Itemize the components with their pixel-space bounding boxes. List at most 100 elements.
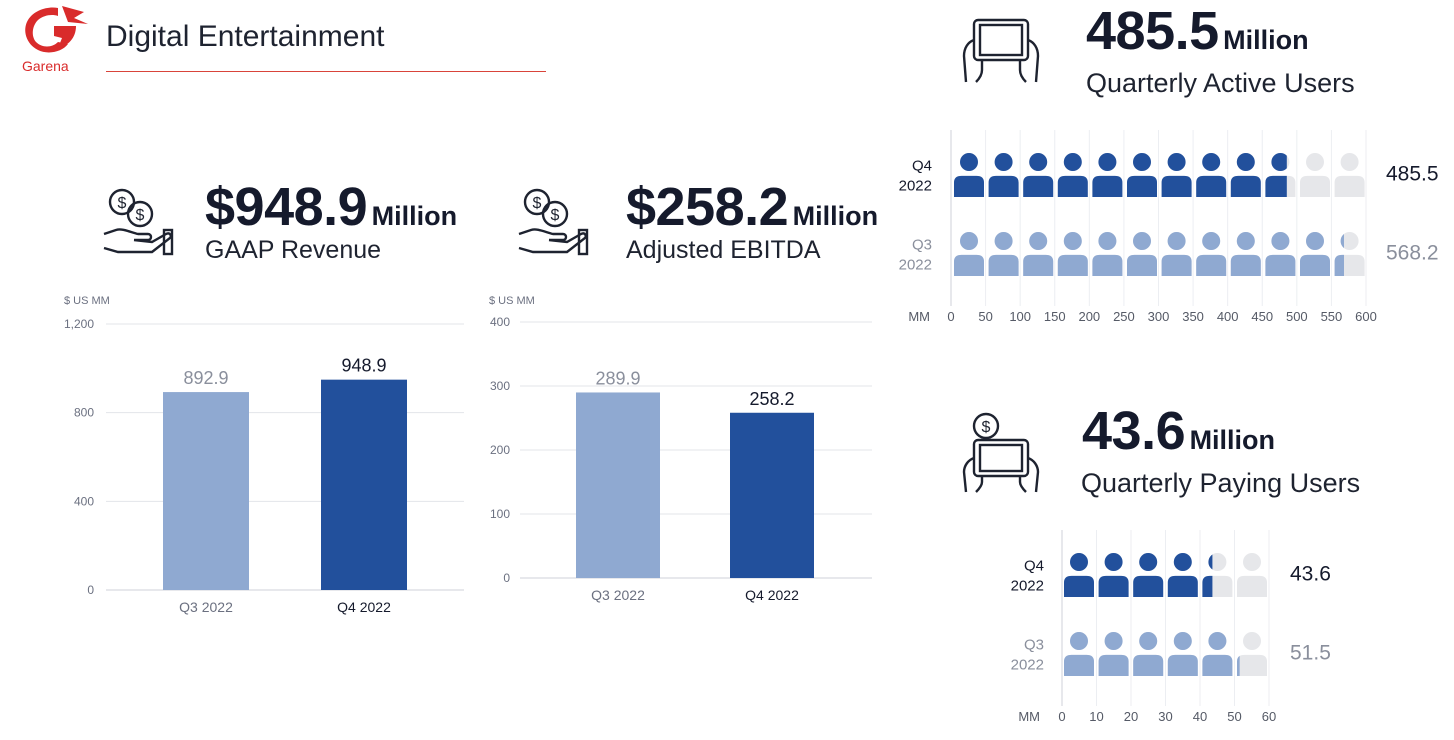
person-icon-filled bbox=[1230, 232, 1261, 276]
bar bbox=[576, 392, 660, 578]
x-tick-label: 50 bbox=[1227, 709, 1241, 724]
x-category-label: Q4 2022 bbox=[745, 587, 799, 603]
row-label-quarter: Q3 bbox=[1024, 637, 1044, 654]
qau-kpi: 485.5 Million bbox=[1086, 0, 1309, 62]
person-icon-filled bbox=[1161, 152, 1192, 197]
bar-value-label: 892.9 bbox=[183, 368, 228, 388]
qpu-kpi: 43.6 Million bbox=[1082, 400, 1275, 462]
x-tick-label: 100 bbox=[1009, 309, 1031, 324]
x-tick-label: 60 bbox=[1262, 709, 1276, 724]
x-tick-label: 200 bbox=[1078, 309, 1100, 324]
person-icon-filled bbox=[988, 153, 1019, 197]
person-icon bbox=[1300, 153, 1330, 197]
revenue-unit: Million bbox=[371, 201, 458, 231]
y-tick-label: 400 bbox=[74, 494, 94, 508]
x-tick-label: 30 bbox=[1158, 709, 1172, 724]
revenue-value: $948.9 bbox=[205, 177, 368, 237]
x-category-label: Q3 2022 bbox=[179, 599, 233, 615]
hand-coins-icon: $ $ bbox=[518, 188, 589, 256]
pictograph-svg: 0 10 20 30 40 50 60 MM Q4 2022 43.6 Q3 2022 51.5 bbox=[1011, 530, 1331, 724]
bar-value-label: 289.9 bbox=[595, 368, 640, 388]
x-tick-label: 350 bbox=[1182, 309, 1204, 324]
row-label-quarter: Q4 bbox=[1024, 558, 1044, 575]
y-tick-label: 100 bbox=[490, 507, 510, 521]
svg-text:$: $ bbox=[982, 419, 991, 436]
ebitda-icon-wrap: $ $ bbox=[515, 186, 591, 265]
person-icon-filled bbox=[1057, 153, 1088, 197]
person-icon-filled bbox=[1300, 232, 1330, 276]
person-icon-filled bbox=[1167, 632, 1198, 676]
person-icon-filled bbox=[1098, 553, 1129, 597]
x-category-label: Q4 2022 bbox=[337, 599, 391, 615]
revenue-label: GAAP Revenue bbox=[205, 236, 382, 264]
tablet-dollar-icon: $ bbox=[962, 412, 1040, 493]
person-icon-filled bbox=[1133, 632, 1164, 676]
row-value-label: 51.5 bbox=[1290, 641, 1331, 664]
row-value-label: 568.2 bbox=[1386, 241, 1439, 264]
qau-unit: Million bbox=[1223, 25, 1309, 55]
person-icon-filled bbox=[1196, 232, 1227, 276]
row-label-year: 2022 bbox=[899, 178, 932, 195]
person-icon-filled bbox=[1098, 632, 1129, 676]
person-icon-filled bbox=[954, 232, 984, 276]
person-icon-filled bbox=[954, 153, 984, 197]
row-label-year: 2022 bbox=[1011, 657, 1044, 674]
title-underline bbox=[106, 71, 546, 72]
row-label-quarter: Q4 bbox=[912, 158, 932, 175]
person-icon bbox=[1237, 553, 1267, 597]
person-icon-filled bbox=[1127, 153, 1157, 197]
qau-label: Quarterly Active Users bbox=[1086, 68, 1355, 98]
person-icon-filled bbox=[1057, 232, 1088, 276]
ebitda-label: Adjusted EBITDA bbox=[626, 236, 821, 264]
x-tick-label: 550 bbox=[1321, 309, 1343, 324]
y-tick-label: 300 bbox=[490, 379, 510, 393]
revenue-icon-wrap: $ $ bbox=[100, 186, 176, 265]
y-tick-label: 200 bbox=[490, 443, 510, 457]
svg-text:$: $ bbox=[551, 207, 560, 224]
x-tick-label: 600 bbox=[1355, 309, 1377, 324]
person-icon-filled bbox=[1092, 232, 1123, 276]
svg-text:$: $ bbox=[136, 207, 145, 224]
ebitda-unit: Million bbox=[792, 201, 879, 231]
y-tick-label: 0 bbox=[87, 583, 94, 597]
person-icon-filled bbox=[1230, 153, 1261, 197]
row-label-year: 2022 bbox=[899, 257, 932, 274]
person-icon-filled bbox=[1161, 231, 1192, 276]
person-icon-filled bbox=[1023, 232, 1054, 276]
person-icon-filled bbox=[988, 232, 1019, 276]
qpu-value: 43.6 bbox=[1082, 401, 1186, 461]
x-axis-label: MM bbox=[1018, 709, 1040, 724]
person-icon-filled bbox=[1265, 153, 1287, 197]
x-axis-label: MM bbox=[908, 309, 930, 324]
qau-icon-wrap bbox=[960, 14, 1042, 91]
x-tick-label: 500 bbox=[1286, 309, 1308, 324]
y-tick-label: 1,200 bbox=[64, 317, 94, 331]
x-tick-label: 40 bbox=[1193, 709, 1207, 724]
hand-coins-icon: $ $ bbox=[103, 188, 174, 256]
qpu-label: Quarterly Paying Users bbox=[1081, 468, 1361, 498]
y-tick-label: 400 bbox=[490, 315, 510, 329]
garena-dragon-icon bbox=[25, 6, 88, 53]
unit-label: $ US MM bbox=[489, 295, 535, 307]
brand-name: Garena bbox=[22, 58, 69, 74]
bar bbox=[163, 392, 249, 590]
x-category-label: Q3 2022 bbox=[591, 587, 645, 603]
pictograph-svg: 0 50 100 150 200 250 300 350 400 450 500 550 600 MM Q4… bbox=[899, 130, 1439, 324]
person-icon-filled bbox=[1237, 655, 1240, 676]
person-icon-filled bbox=[1202, 554, 1213, 597]
y-tick-label: 800 bbox=[74, 406, 94, 420]
person-icon-filled bbox=[1023, 153, 1054, 197]
ebitda-value: $258.2 bbox=[626, 177, 789, 237]
qau-value: 485.5 bbox=[1086, 1, 1219, 61]
row-value-label: 43.6 bbox=[1290, 562, 1331, 585]
row-label-quarter: Q3 bbox=[912, 237, 932, 254]
x-tick-label: 150 bbox=[1044, 309, 1066, 324]
ebitda-kpi: $258.2 Million bbox=[626, 176, 878, 238]
row-label-year: 2022 bbox=[1011, 578, 1044, 595]
person-icon-filled bbox=[1133, 553, 1164, 597]
revenue-kpi: $948.9 Million bbox=[205, 176, 457, 238]
bar-value-label: 258.2 bbox=[749, 389, 794, 409]
person-icon-filled bbox=[1092, 153, 1123, 197]
x-tick-label: 250 bbox=[1113, 309, 1135, 324]
unit-label: $ US MM bbox=[64, 295, 110, 307]
